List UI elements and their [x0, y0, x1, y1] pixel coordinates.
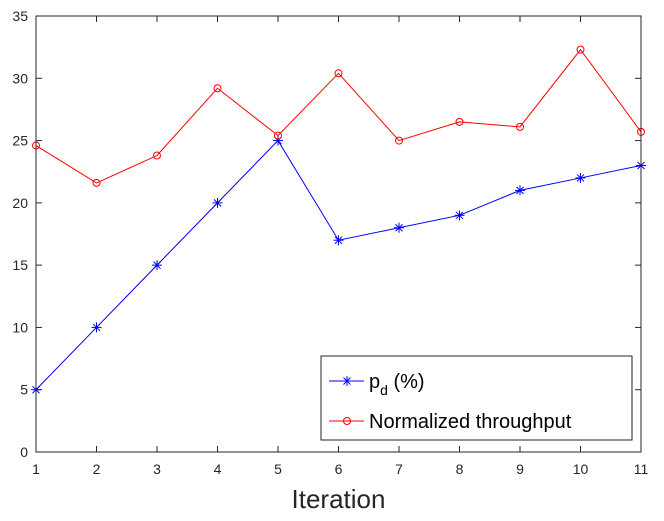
- y-tick-label: 35: [12, 8, 28, 24]
- data-point-throughput-8: [455, 117, 464, 126]
- y-tick-label: 30: [12, 70, 28, 86]
- x-tick-label: 2: [93, 461, 101, 477]
- y-tick-label: 20: [12, 195, 28, 211]
- data-point-pd-2: [91, 322, 102, 333]
- data-point-pd-7: [394, 222, 404, 233]
- x-tick-label: 6: [335, 461, 343, 477]
- data-point-throughput-6: [334, 69, 343, 78]
- data-point-pd-4: [212, 197, 223, 208]
- y-tick-label: 0: [20, 444, 28, 460]
- x-axis-ticks: 1 2 3 4 5 6 7 8 9 10 11: [32, 16, 648, 477]
- legend-pd-main: p: [369, 371, 380, 393]
- legend-box: [320, 355, 633, 441]
- x-tick-label: 7: [395, 461, 403, 477]
- y-axis-ticks: 0 5 10 15 20 25 30 35: [12, 8, 641, 460]
- legend-throughput-label: Normalized throughput: [369, 411, 572, 433]
- asterisk-stroke-3: [516, 186, 524, 195]
- data-point-throughput-7: [395, 136, 403, 145]
- data-point-pd-3: [152, 260, 162, 271]
- x-tick-label: 3: [153, 461, 161, 477]
- asterisk-stroke-3: [576, 174, 585, 182]
- asterisk-stroke-3: [334, 236, 343, 245]
- data-point-throughput-2: [92, 178, 101, 187]
- asterisk-stroke-3: [395, 223, 403, 232]
- data-point-throughput-9: [516, 122, 524, 131]
- data-point-throughput-3: [153, 151, 161, 160]
- x-tick-label: 10: [573, 461, 589, 477]
- x-tick-label: 8: [456, 461, 464, 477]
- data-point-pd-9: [515, 185, 525, 196]
- legend-throughput-circle-icon: [343, 417, 351, 425]
- data-point-throughput-5: [274, 131, 282, 140]
- asterisk-stroke-3: [92, 323, 101, 332]
- data-point-pd-10: [575, 172, 586, 183]
- x-tick-label: 11: [634, 461, 649, 477]
- legend-pd-subscript: d: [380, 382, 388, 398]
- data-point-pd-8: [454, 210, 465, 221]
- y-tick-label: 10: [12, 319, 28, 335]
- series-layer: [31, 45, 646, 395]
- y-tick-label: 5: [20, 382, 28, 398]
- legend-pd-asterisk-icon: [342, 376, 352, 386]
- x-tick-label: 1: [32, 461, 40, 477]
- legend-pd-unit: (%): [388, 371, 425, 393]
- series-line-throughput: [35, 48, 642, 184]
- legend: pd (%) Normalized throughput: [320, 355, 633, 441]
- asterisk-stroke-3: [213, 199, 222, 207]
- asterisk-stroke-3: [455, 211, 464, 220]
- data-point-throughput-4: [213, 84, 222, 93]
- x-tick-label: 4: [214, 461, 222, 477]
- y-tick-label: 25: [12, 133, 28, 149]
- data-point-pd-6: [333, 235, 344, 246]
- x-axis-title: Iteration: [292, 484, 386, 514]
- y-tick-label: 15: [12, 257, 28, 273]
- data-point-throughput-10: [576, 45, 585, 54]
- x-tick-label: 5: [274, 461, 282, 477]
- legend-pd-label: pd (%): [369, 371, 425, 398]
- x-tick-label: 9: [516, 461, 524, 477]
- asterisk-stroke-3: [153, 261, 161, 269]
